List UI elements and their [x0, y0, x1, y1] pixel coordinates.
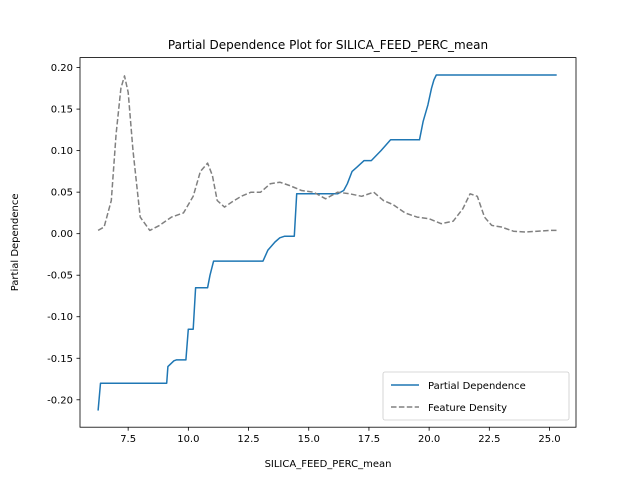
x-axis-ticks: 7.5 10.0 12.5 15.0 17.5 20.0 22.5 25.0: [120, 427, 561, 445]
x-tick-label: 15.0: [298, 434, 320, 445]
chart-title: Partial Dependence Plot for SILICA_FEED_…: [168, 38, 488, 52]
series-lines: [97, 74, 557, 411]
x-tick-label: 7.5: [120, 434, 136, 445]
legend-label-feature-density: Feature Density: [428, 403, 507, 414]
x-tick-label: 20.0: [418, 434, 440, 445]
legend-label-partial-dependence: Partial Dependence: [428, 381, 526, 392]
legend-box: [382, 371, 570, 421]
plot-frame: [79, 57, 577, 428]
y-tick-label: 0.05: [51, 188, 73, 199]
y-tick-label: -0.20: [47, 395, 73, 406]
y-tick-label: 0.10: [51, 146, 73, 157]
y-tick-label: -0.10: [47, 312, 73, 323]
legend: Partial Dependence Feature Density: [382, 371, 570, 421]
x-tick-label: 25.0: [538, 434, 560, 445]
series-line-feature-density: [97, 75, 557, 233]
x-tick-label: 10.0: [177, 434, 199, 445]
y-tick-label: 0.20: [51, 63, 73, 74]
y-tick-label: 0.00: [51, 229, 73, 240]
y-tick-label: -0.15: [47, 354, 73, 365]
series-line-partial-dependence: [97, 74, 557, 411]
y-axis-ticks: -0.20 -0.15 -0.10 -0.05 0.00 0.05 0.10 0.15 0.20: [47, 63, 80, 406]
x-axis-label: SILICA_FEED_PERC_mean: [265, 459, 392, 470]
y-axis-label: Partial Dependence: [10, 194, 21, 292]
x-tick-label: 12.5: [237, 434, 259, 445]
y-tick-label: -0.05: [47, 271, 73, 282]
y-tick-label: 0.15: [51, 105, 73, 116]
plot-area: [80, 57, 576, 428]
x-tick-label: 17.5: [358, 434, 380, 445]
x-tick-label: 22.5: [478, 434, 500, 445]
